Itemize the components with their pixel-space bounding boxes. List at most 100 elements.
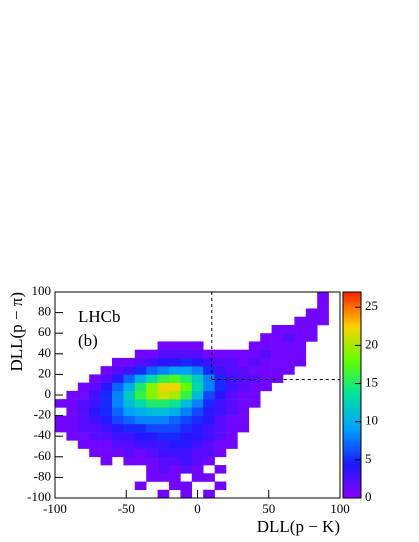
cell <box>157 366 170 375</box>
cell <box>191 465 204 474</box>
cell <box>89 440 101 449</box>
cell <box>169 473 181 482</box>
cell <box>191 349 204 359</box>
cell <box>226 407 238 416</box>
cell <box>169 341 181 350</box>
cell <box>271 366 284 375</box>
z-tick-label: 0 <box>365 489 372 504</box>
cell <box>123 382 136 392</box>
z-tick-label: 10 <box>365 413 378 428</box>
y-tick-label: 80 <box>38 304 51 319</box>
cell <box>66 407 79 416</box>
cell <box>271 374 284 383</box>
x-tick-label: -50 <box>118 501 135 516</box>
cell <box>146 399 158 408</box>
cell <box>226 423 238 433</box>
cell <box>89 407 101 416</box>
cell <box>146 374 158 383</box>
cell <box>66 432 79 441</box>
cell <box>214 407 227 416</box>
cell <box>294 324 307 334</box>
cell <box>134 390 147 400</box>
cells <box>55 292 329 499</box>
cell <box>134 481 147 491</box>
y-tick-label: -40 <box>34 427 51 442</box>
cell <box>89 415 101 425</box>
cell <box>271 349 284 359</box>
annotation: (b) <box>78 331 98 350</box>
x-tick-label: 50 <box>262 501 275 516</box>
cell <box>203 432 215 441</box>
cell <box>112 357 124 367</box>
cell <box>134 357 147 367</box>
annotation: LHCb <box>78 307 121 326</box>
cell <box>66 399 79 408</box>
cell <box>112 423 124 433</box>
cell <box>294 316 307 326</box>
cell <box>226 440 238 449</box>
cell <box>100 366 113 375</box>
cell <box>237 407 250 416</box>
cell <box>180 407 193 416</box>
cell <box>283 341 295 350</box>
cell <box>294 349 307 359</box>
cell <box>157 390 170 400</box>
cell <box>89 374 101 383</box>
cell <box>203 415 215 425</box>
cell <box>203 357 215 367</box>
colorbar <box>342 291 362 499</box>
cell <box>169 415 181 425</box>
cell <box>180 382 193 392</box>
cell <box>169 399 181 408</box>
cell <box>180 390 193 400</box>
cell <box>214 432 227 441</box>
cell <box>237 390 250 400</box>
cell <box>157 465 170 474</box>
cell <box>100 440 113 449</box>
y-tick-label: -60 <box>34 448 51 463</box>
cell <box>271 324 284 334</box>
cell <box>157 456 170 466</box>
cell <box>157 374 170 383</box>
cell <box>112 382 124 392</box>
x-axis-title: DLL(p − K) <box>257 517 340 536</box>
cell <box>146 423 158 433</box>
cell <box>191 374 204 383</box>
cell <box>283 333 295 342</box>
cell <box>123 456 136 466</box>
cell <box>157 341 170 350</box>
cell <box>112 374 124 383</box>
cell <box>134 407 147 416</box>
cell <box>89 382 101 392</box>
cell <box>146 448 158 458</box>
x-tick-label: 100 <box>330 501 350 516</box>
cell <box>66 423 79 433</box>
cell <box>134 456 147 466</box>
cell <box>157 415 170 425</box>
cell <box>112 407 124 416</box>
cell <box>112 390 124 400</box>
cell <box>203 448 215 458</box>
y-tick-label: 60 <box>38 324 51 339</box>
z-tick-label: 25 <box>365 298 378 313</box>
cell <box>260 382 272 392</box>
cell <box>248 341 261 350</box>
cell <box>55 399 67 408</box>
cell <box>180 465 193 474</box>
cell <box>55 415 67 425</box>
cell <box>157 407 170 416</box>
cell <box>214 382 227 392</box>
cell <box>294 341 307 350</box>
cell <box>123 423 136 433</box>
cell <box>191 407 204 416</box>
cell <box>100 415 113 425</box>
cell <box>112 432 124 441</box>
cell <box>169 481 181 491</box>
cell <box>191 415 204 425</box>
cell <box>203 423 215 433</box>
cell <box>203 374 215 383</box>
cell <box>180 341 193 350</box>
y-tick-label: 40 <box>38 345 51 360</box>
cell <box>66 390 79 400</box>
